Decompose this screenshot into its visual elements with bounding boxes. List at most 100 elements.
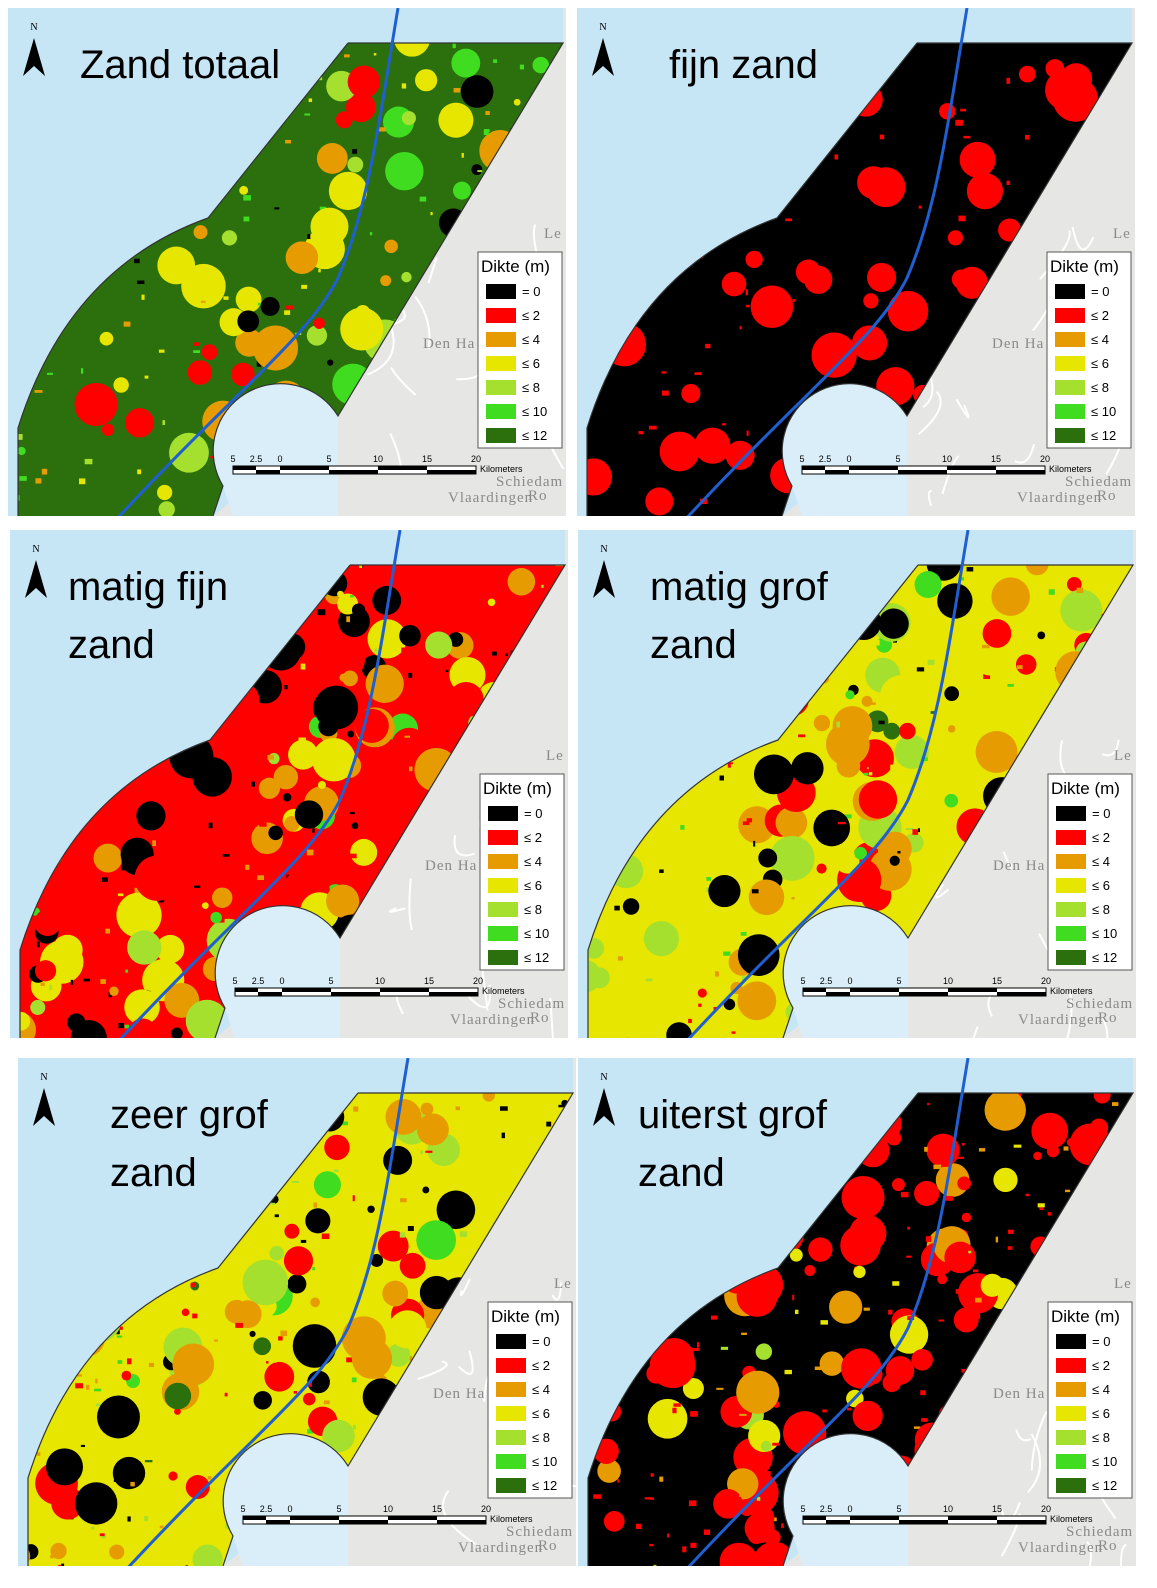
scale-seg: [997, 1520, 1046, 1524]
pixel: [297, 1207, 302, 1210]
place-label: Vlaardingen: [1018, 1540, 1103, 1556]
scale-seg: [339, 1520, 388, 1524]
panel-title: matig fijn: [68, 565, 228, 609]
pixel: [705, 344, 710, 348]
blob: [283, 793, 291, 801]
pixel: [720, 776, 724, 781]
pixel: [318, 609, 326, 615]
legend-label: ≤ 4: [522, 332, 540, 347]
pixel: [425, 1151, 432, 1153]
blob: [899, 843, 906, 850]
pixel: [976, 1313, 980, 1319]
blob: [417, 1114, 449, 1146]
scale-seg: [427, 470, 476, 474]
north-label: N: [599, 22, 606, 33]
pixel: [312, 828, 314, 832]
legend-swatch: [1056, 1430, 1086, 1445]
blob: [820, 1351, 844, 1375]
pixel: [864, 773, 869, 776]
pixel: [71, 980, 73, 985]
blob: [1019, 66, 1036, 83]
legend-label: ≤ 10: [522, 404, 547, 419]
pixel: [927, 660, 934, 665]
blob: [939, 103, 955, 119]
pixel: [649, 1544, 653, 1546]
legend-label: = 0: [522, 284, 540, 299]
blob: [347, 731, 354, 738]
blob: [317, 143, 348, 174]
pixel: [277, 1566, 284, 1570]
pixel: [370, 232, 372, 235]
pixel: [520, 65, 524, 70]
pixel: [301, 1240, 306, 1243]
blob: [212, 887, 232, 907]
pixel: [741, 932, 747, 936]
blob: [249, 1331, 255, 1337]
pixel: [753, 841, 755, 847]
blob: [284, 1246, 313, 1275]
place-label: Le: [1114, 748, 1132, 764]
place-label: Le: [546, 748, 564, 764]
pixel: [958, 216, 965, 222]
pixel: [346, 1357, 353, 1362]
legend-label: ≤ 6: [1092, 878, 1110, 893]
pixel: [149, 1363, 154, 1367]
scale-seg: [329, 470, 378, 474]
place-label: Ro: [530, 1010, 550, 1026]
pixel: [353, 1107, 358, 1112]
pixel: [1006, 78, 1010, 84]
legend-swatch: [486, 380, 516, 395]
legend-swatch: [1055, 308, 1085, 323]
legend-label: ≤ 6: [1091, 356, 1109, 371]
blob: [168, 1471, 177, 1480]
pixel: [37, 1452, 40, 1456]
pixel: [301, 664, 306, 670]
pixel: [460, 1231, 467, 1237]
pixel: [958, 1157, 964, 1159]
pixel: [1025, 135, 1030, 140]
pixel: [244, 217, 250, 222]
blob: [388, 1310, 426, 1348]
scale-unit: Kilometers: [1049, 464, 1092, 474]
pixel: [304, 113, 310, 115]
pixel: [95, 1379, 97, 1384]
map-panel: Den HaSchiedamVlaardingenRoLeNZand totaa…: [0, 8, 566, 532]
pixel: [781, 1523, 784, 1528]
scale-label: 0: [279, 976, 284, 986]
pixel: [313, 1202, 317, 1207]
blob: [135, 856, 180, 901]
blob: [384, 240, 398, 254]
pixel: [785, 218, 792, 221]
pixel: [274, 1425, 276, 1428]
scale-label: 10: [943, 1504, 953, 1514]
legend-label: ≤ 12: [524, 950, 549, 965]
pixel: [259, 823, 267, 827]
pixel: [722, 423, 726, 425]
blob: [401, 272, 411, 282]
legend-title: Dikte (m): [491, 1307, 560, 1326]
legend-swatch: [488, 830, 518, 845]
legend-title: Dikte (m): [483, 779, 552, 798]
scale-label: 15: [432, 1504, 442, 1514]
pixel: [906, 828, 913, 830]
blob: [385, 152, 423, 190]
legend-swatch: [486, 308, 516, 323]
blob: [791, 752, 823, 784]
blob: [261, 297, 280, 316]
pixel: [524, 1098, 529, 1103]
blob: [944, 1242, 976, 1274]
blob: [754, 1295, 762, 1303]
blob: [17, 447, 25, 455]
scale-seg: [826, 1520, 850, 1524]
legend-swatch: [1055, 284, 1085, 299]
blob: [776, 807, 808, 839]
scale-seg: [243, 1516, 266, 1520]
legend-swatch: [488, 854, 518, 869]
pixel: [960, 109, 966, 112]
pixel: [346, 616, 350, 622]
pixel: [946, 1196, 953, 1201]
pixel: [197, 465, 199, 469]
legend-label: = 0: [524, 806, 542, 821]
pixel: [892, 1281, 899, 1286]
pixel: [867, 767, 869, 769]
